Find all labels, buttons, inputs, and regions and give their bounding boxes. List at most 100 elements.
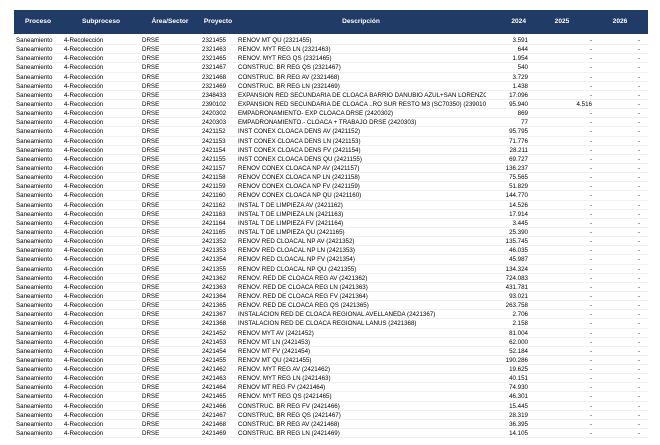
table-cell: - [637,420,640,428]
table-cell: 2321467 [202,64,227,72]
table-cell: - [589,55,592,63]
table-cell: RENOV CONEX CLOACA NP FV (2421159) [238,183,360,191]
table-cell: DRSE [142,329,160,337]
table-cell: - [637,228,640,236]
table-cell: - [637,238,640,246]
table-cell: Saneamiento [16,146,53,154]
table-cell: DRSE [142,164,160,172]
table-cell: CONSTRUC. BR REG FV (2421466) [238,402,340,410]
table-cell: DRSE [142,64,160,72]
table-cell: RENOV. RED DE CLOACA REG QS (2421365) [238,302,369,310]
table-cell: CONSTRUC. BR REG QS (2421467) [238,411,341,419]
table-cell: 2421467 [202,411,227,419]
table-cell: - [589,146,592,154]
table-row: Saneamiento 4-Recolección DRSE 2321468 CONST… [14,73,648,82]
table-cell: - [637,201,640,209]
table-cell: 3.445 [512,219,528,227]
table-cell: INSTAL T DE LIMPIEZA QU (2421165) [238,228,345,236]
table-cell: 2421463 [202,375,227,383]
table-cell: - [589,393,592,401]
table-cell: DRSE [142,356,160,364]
table-row: Saneamiento 4-Recolección DRSE 2390102 EXPAN… [14,100,648,110]
table-cell: Saneamiento [16,302,53,310]
table-cell: 14.105 [509,430,528,438]
table-cell: - [589,155,592,163]
table-cell: 74.930 [509,384,528,392]
table-cell: 4-Recolección [64,247,104,255]
table-cell: 17.914 [509,210,528,218]
table-cell: Saneamiento [16,137,53,145]
table-cell: DRSE [142,283,160,291]
table-cell: - [589,137,592,145]
table-cell: 17.096 [509,91,528,99]
table-row: Saneamiento 4-Recolección DRSE 2421365 RENOV… [14,301,648,311]
table-cell: INST CONEX CLOACA DENS FV (2421154) [238,146,361,154]
table-cell: - [589,183,592,191]
table-cell: 4-Recolección [64,192,104,200]
table-cell: - [637,430,640,438]
table-cell: - [637,375,640,383]
table-cell: DRSE [142,183,160,191]
table-cell: - [637,37,640,44]
table-cell: 190.286 [505,356,528,364]
table-row: Saneamiento 4-Recolección DRSE 2421163 INSTA… [14,210,648,219]
table-cell: Saneamiento [16,183,53,191]
table-cell: DRSE [142,219,160,227]
table-cell: DRSE [142,347,160,355]
table-cell: Saneamiento [16,338,53,346]
table-cell: - [589,110,592,118]
table-cell: - [589,402,592,410]
table-cell: DRSE [142,128,160,136]
table-cell: - [589,302,592,310]
table-cell: - [589,228,592,236]
table-cell: 2421462 [202,366,227,374]
table-cell: Saneamiento [16,265,53,273]
table-cell: - [637,265,640,273]
table-cell: DRSE [142,366,160,374]
table-cell: 136.237 [505,164,528,172]
header-cell: 2026 [612,18,628,25]
table-cell: INSTAL T DE LIMPIEZA LN (2421163) [238,210,344,218]
table-cell: RENOV RED CLOACAL NP AV (2421352) [238,238,355,246]
table-cell: 4-Recolección [64,292,104,300]
table-cell: Saneamiento [16,420,53,428]
table-cell: INSTALACION RED DE CLOACA REGIONAL LANUS… [238,320,417,328]
table-cell: - [637,256,640,264]
table-cell: 2421355 [202,265,227,273]
table-cell: RENOV. RED DE CLOACA REG FV (2421364) [238,292,368,300]
table-cell: EMPADRONAMIENTO.- CLOACA + TRABAJO DRSE … [238,119,417,127]
table-cell: RENOV. MYT REG LN (2421463) [238,375,331,383]
table-cell: 4-Recolección [64,375,104,383]
table-cell: 4-Recolección [64,347,104,355]
table-row: Saneamiento 4-Recolección DRSE 2321469 CONST… [14,82,648,91]
table-row: Saneamiento 4-Recolección DRSE 2421452 RENOV… [14,329,648,338]
table-cell: 4-Recolección [64,137,104,145]
table-row: Saneamiento 4-Recolección DRSE 2421155 INST … [14,155,648,164]
table-row: Saneamiento 4-Recolección DRSE 2421462 RENOV… [14,365,648,375]
table-cell: - [589,411,592,419]
table-row: Saneamiento 4-Recolección DRSE 2321467 CONST… [14,63,648,73]
table-cell: 4-Recolección [64,46,104,54]
table-cell: 4-Recolección [64,146,104,154]
table-cell: DRSE [142,91,160,99]
table-cell: 2421464 [202,384,227,392]
table-cell: DRSE [142,82,160,90]
table-cell: 2421153 [202,137,226,145]
table-row: Saneamiento 4-Recolección DRSE 2421469 CONST… [14,429,648,439]
table-cell: RENOV MT FV (2421454) [238,347,311,355]
table-cell: 95.940 [509,100,528,108]
table-row: Saneamiento 4-Recolección DRSE 2421158 RENOV… [14,173,648,183]
table-cell: - [589,247,592,255]
table-cell: 51.829 [509,183,528,191]
table-cell: RENOV MT REG FV (2421464) [238,384,326,392]
table-cell: - [637,283,640,291]
table-cell: 4-Recolección [64,110,104,118]
table-cell: - [589,201,592,209]
table-cell: Saneamiento [16,64,53,72]
table-cell: Saneamiento [16,356,53,364]
table-row: Saneamiento 4-Recolección DRSE 2421355 RENOV… [14,265,648,274]
table-cell: 77 [521,119,528,127]
table-cell: RENOV MYT AV (2421452) [238,329,314,337]
table-cell: Saneamiento [16,155,53,163]
table-cell: - [589,64,592,72]
